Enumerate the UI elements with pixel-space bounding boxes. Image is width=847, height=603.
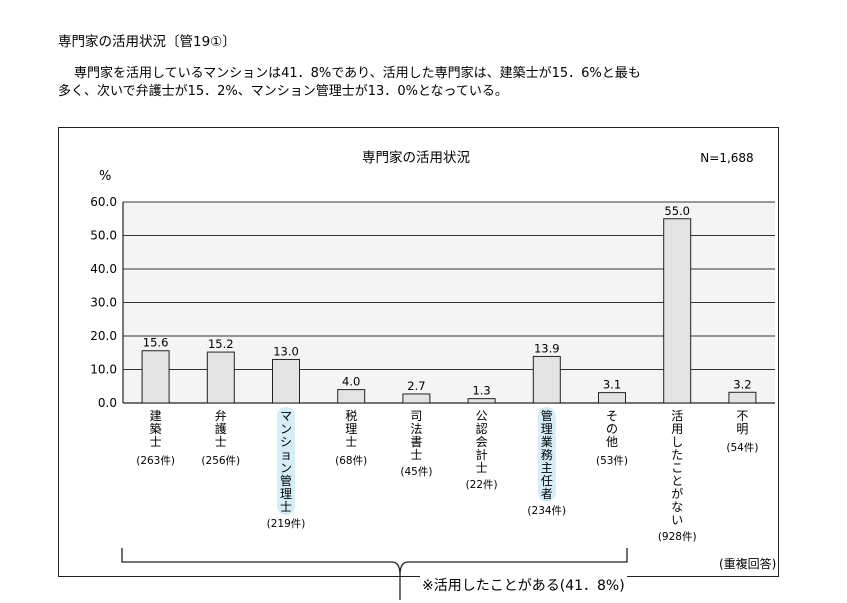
brace-line bbox=[121, 548, 628, 600]
y-tick-label: 30.0 bbox=[90, 296, 117, 310]
count-label: (256件) bbox=[201, 455, 240, 467]
category-label: 活用したことがない bbox=[671, 409, 683, 527]
category-label: 司法書士 bbox=[410, 409, 422, 462]
bar bbox=[532, 355, 561, 404]
category-highlight bbox=[537, 407, 556, 502]
category-label: 弁護士 bbox=[215, 408, 227, 449]
y-tick-label: 40.0 bbox=[90, 262, 117, 276]
category-label: マンション管理士 bbox=[280, 409, 292, 514]
data-label: 3.2 bbox=[733, 377, 751, 391]
bar bbox=[598, 392, 626, 404]
bar bbox=[272, 358, 300, 404]
summary-line-2: 多く、次いで弁護士が15．2%、マンション管理士が13．0%となっている。 bbox=[58, 84, 508, 99]
bar bbox=[206, 351, 235, 404]
sample-size-label: N=1,688 bbox=[700, 151, 753, 165]
chart-title: 専門家の活用状況 bbox=[362, 149, 470, 166]
category-label: 管理業務主任者 bbox=[541, 408, 553, 501]
count-label: (263件) bbox=[136, 455, 175, 467]
data-label: 13.0 bbox=[273, 344, 299, 358]
bar bbox=[467, 398, 496, 404]
data-label: 55.0 bbox=[664, 204, 690, 218]
category-label: 不明 bbox=[736, 409, 748, 436]
page-heading: 専門家の活用状況〔管19①〕 bbox=[58, 34, 236, 50]
multi-answer-note: (重複回答) bbox=[719, 556, 776, 571]
category-label: その他 bbox=[606, 409, 618, 449]
category-label: 税理士 bbox=[345, 409, 357, 449]
summary-line-1: 専門家を活用しているマンションは41．8%であり、活用した専門家は、建築士が15… bbox=[74, 66, 641, 81]
count-label: (68件) bbox=[335, 455, 367, 467]
data-label: 4.0 bbox=[342, 375, 360, 389]
chart-frame: 専門家の活用状況 N=1,688 % (重複回答) 0.0 10.0 20.0 30.… bbox=[58, 127, 779, 577]
count-label: (45件) bbox=[400, 466, 432, 478]
summary-text: 専門家を活用しているマンションは41．8%であり、活用した専門家は、建築士が15… bbox=[58, 65, 838, 101]
footnote: ※活用したことがある(41．8%) bbox=[420, 575, 627, 595]
y-tick-label: 20.0 bbox=[90, 329, 117, 343]
count-label: (54件) bbox=[726, 442, 758, 454]
data-label: 1.3 bbox=[472, 384, 490, 398]
y-tick-label: 0.0 bbox=[98, 396, 117, 410]
bar bbox=[402, 393, 431, 404]
count-label: (53件) bbox=[596, 455, 628, 467]
category-highlight bbox=[277, 407, 295, 515]
bar-chart: 専門家の活用状況 N=1,688 % (重複回答) 0.0 10.0 20.0 30.… bbox=[90, 149, 776, 571]
bar bbox=[663, 218, 692, 404]
y-tick-label: 50.0 bbox=[90, 229, 117, 243]
count-label: (219件) bbox=[267, 518, 306, 530]
count-label: (234件) bbox=[527, 505, 566, 517]
count-label: (928件) bbox=[658, 531, 697, 543]
bar bbox=[337, 389, 366, 404]
y-tick-label: 60.0 bbox=[90, 195, 117, 209]
y-unit-label: % bbox=[99, 169, 111, 184]
data-label: 15.2 bbox=[208, 337, 234, 351]
data-label: 13.9 bbox=[534, 341, 560, 355]
category-label: 建築士 bbox=[150, 409, 162, 449]
category-label: 公認会計士 bbox=[476, 409, 488, 475]
bar bbox=[141, 350, 170, 404]
bar bbox=[728, 391, 757, 404]
data-label: 15.6 bbox=[143, 336, 169, 350]
y-tick-label: 10.0 bbox=[90, 363, 117, 377]
data-label: 3.1 bbox=[603, 378, 621, 392]
count-label: (22件) bbox=[466, 479, 498, 491]
data-label: 2.7 bbox=[407, 379, 425, 393]
